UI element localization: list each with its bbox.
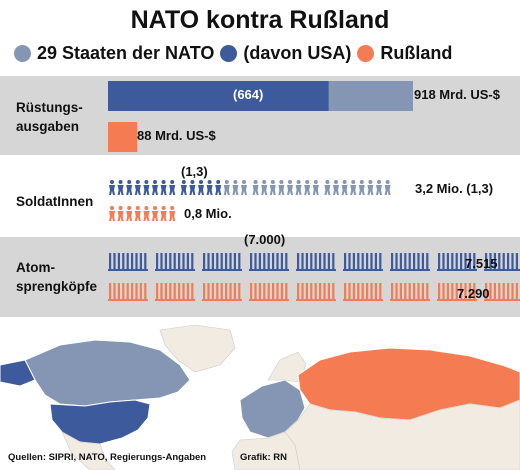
soldier-glyph-russia: [134, 206, 141, 221]
soldier-glyph-nato: [126, 180, 133, 195]
soldier-glyph-nato: [180, 180, 187, 195]
legend-label-nato: 29 Staaten der NATO: [37, 42, 215, 63]
soldier-glyph-nato: [152, 180, 158, 195]
soldier-glyph-russia: [160, 206, 167, 221]
soldier-glyph-nato: [295, 180, 302, 195]
soldier-glyph-nato: [232, 180, 239, 195]
soldier-glyph-nato: [304, 180, 311, 195]
soldier-glyph-nato: [241, 180, 247, 195]
spending-usa-value-label: (664): [233, 87, 264, 102]
soldier-glyph-nato: [198, 180, 204, 195]
soldier-glyph-russia: [169, 206, 176, 221]
warhead-block-russia: [108, 283, 148, 301]
warhead-block-russia: [296, 283, 336, 301]
warhead-block-nato: [343, 253, 383, 271]
warhead-block-nato: [249, 253, 289, 271]
legend-swatch-usa: [220, 44, 238, 62]
warhead-block-russia: [155, 283, 195, 301]
soldier-glyph-nato: [358, 180, 365, 195]
soldier-glyph-nato: [134, 180, 141, 195]
warhead-block-nato: [155, 253, 195, 271]
warheads-label: Atom- sprengköpfe: [16, 260, 98, 294]
map-scandinavia: [267, 351, 307, 383]
soldier-glyph-nato: [384, 180, 391, 195]
soldiers-nato-value-label: 3,2 Mio. (1,3): [415, 181, 494, 196]
soldier-glyph-nato: [261, 180, 268, 195]
warheads-russia-value-label: 7.290: [457, 286, 490, 301]
warheads-nato-value-label: 7.515: [465, 256, 498, 271]
warhead-block-russia: [343, 283, 383, 301]
spending-label: Rüstungs- ausgaben: [16, 100, 83, 134]
soldier-glyph-nato: [189, 180, 196, 195]
legend-item-russia: Rußland: [357, 43, 452, 64]
chart-title: NATO kontra Rußland: [130, 6, 390, 34]
soldier-glyph-nato: [143, 180, 150, 195]
legend-item-nato: 29 Staaten der NATO: [14, 43, 214, 64]
soldier-glyph-nato: [223, 180, 230, 195]
warhead-block-nato: [108, 253, 148, 271]
map-canada: [24, 339, 191, 407]
soldiers-russia-value-label: 0,8 Mio.: [184, 206, 232, 221]
soldier-glyph-nato: [312, 180, 319, 195]
warhead-block-nato: [484, 253, 520, 271]
soldier-glyph-russia: [143, 206, 150, 221]
warhead-block-russia: [390, 283, 430, 301]
soldier-glyph-nato: [333, 180, 339, 195]
soldier-glyph-nato: [278, 180, 285, 195]
spending-bar-usa: [108, 81, 329, 111]
map-africa: [231, 431, 301, 470]
spending-nato-value-label: 918 Mrd. US-$: [414, 87, 500, 102]
warhead-block-russia: [484, 283, 520, 301]
warhead-block-nato: [296, 253, 336, 271]
soldier-glyph-russia: [126, 206, 133, 221]
soldier-glyph-nato: [215, 180, 222, 195]
soldier-glyph-russia: [117, 206, 124, 221]
soldier-glyph-russia: [152, 206, 158, 221]
legend-swatch-russia: [357, 44, 375, 62]
soldiers-label: SoldatInnen: [16, 194, 94, 209]
warhead-block-russia: [202, 283, 242, 301]
legend-label-russia: Rußland: [380, 42, 453, 63]
warhead-block-nato: [437, 253, 477, 271]
soldier-glyph-nato: [252, 180, 259, 195]
soldier-glyph-nato: [269, 180, 276, 195]
soldier-glyph-nato: [169, 180, 176, 195]
soldier-glyph-nato: [117, 180, 124, 195]
soldier-glyph-russia: [109, 206, 115, 221]
warheads-band: [0, 237, 520, 317]
map-mexico: [61, 431, 116, 470]
warhead-block-nato: [202, 253, 242, 271]
warhead-block-russia: [437, 283, 477, 301]
graphic-credit: Grafik: RN: [240, 452, 287, 463]
warhead-block-nato: [390, 253, 430, 271]
soldier-glyph-nato: [109, 180, 115, 195]
world-map: [0, 320, 520, 470]
legend-item-usa: (davon USA): [220, 43, 351, 64]
soldier-glyph-nato: [287, 180, 293, 195]
soldier-glyph-nato: [160, 180, 167, 195]
soldier-glyph-nato: [324, 180, 331, 195]
map-alaska: [0, 359, 36, 387]
legend-swatch-nato: [14, 44, 31, 62]
spending-bar-russia: [108, 122, 138, 152]
soldier-glyph-nato: [206, 180, 213, 195]
sources-note: Quellen: SIPRI, NATO, Regierungs-Angaben: [8, 452, 207, 463]
warheads-usa-value-label: (7.000): [244, 232, 286, 247]
soldier-glyph-nato: [376, 180, 382, 195]
soldier-glyph-nato: [341, 180, 348, 195]
spending-russia-value-label: 88 Mrd. US-$: [137, 128, 216, 143]
legend: 29 Staaten der NATO (davon USA) Rußland: [14, 40, 458, 66]
legend-label-usa: (davon USA): [243, 42, 352, 63]
map-greenland: [159, 324, 236, 373]
chart-marks: [108, 81, 520, 301]
soldier-glyph-nato: [350, 180, 357, 195]
soldiers-usa-value-label: (1,3): [181, 164, 208, 179]
warhead-block-russia: [249, 283, 289, 301]
soldier-glyph-nato: [367, 180, 374, 195]
